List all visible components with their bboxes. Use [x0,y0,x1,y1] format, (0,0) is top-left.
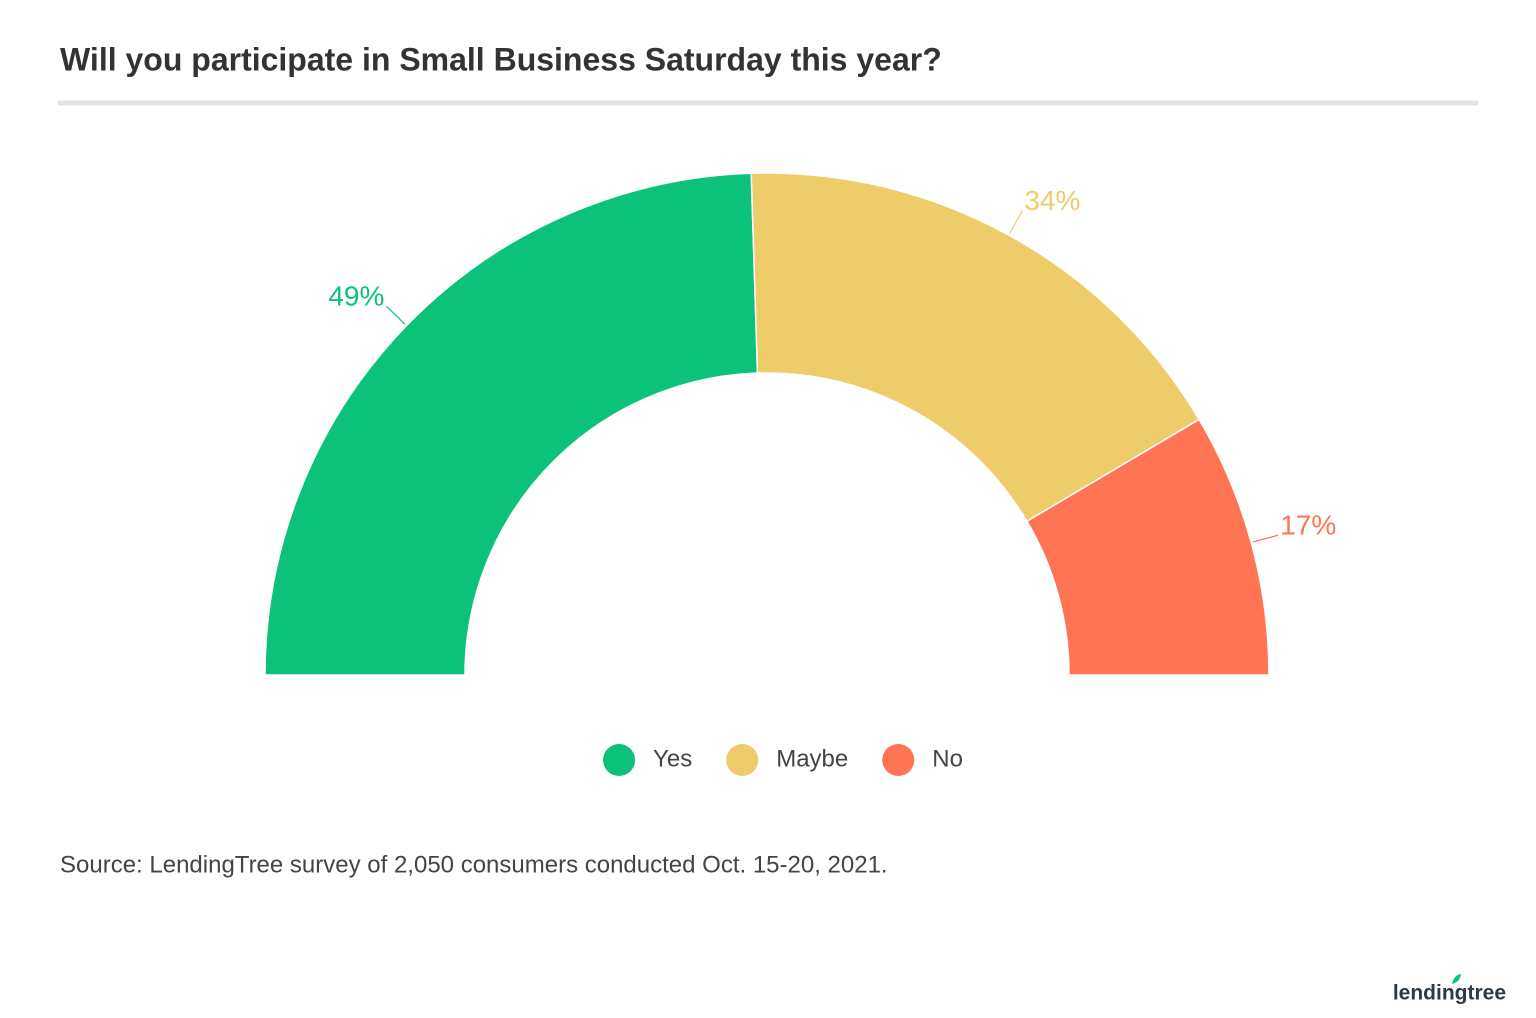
chart-title: Will you participate in Small Business S… [60,41,942,77]
data-label: 17% [1280,510,1336,541]
leader-line [385,305,406,325]
logo-leaf [1452,974,1461,984]
leader-line [1009,210,1023,234]
legend-label: No [932,745,963,772]
logo: lendingtree [1393,982,1506,1005]
leader-line [1252,534,1279,543]
data-label: 49% [328,281,384,312]
legend-label: Yes [653,745,692,772]
source-note: Source: LendingTree survey of 2,050 cons… [60,851,888,878]
legend-swatch [882,744,915,776]
legend-label: Maybe [776,745,848,772]
legend-swatch [603,744,636,776]
legend-swatch [726,744,759,776]
slice [264,172,759,676]
slice [750,172,1201,523]
data-label: 34% [1024,185,1080,216]
slice [1025,418,1270,676]
